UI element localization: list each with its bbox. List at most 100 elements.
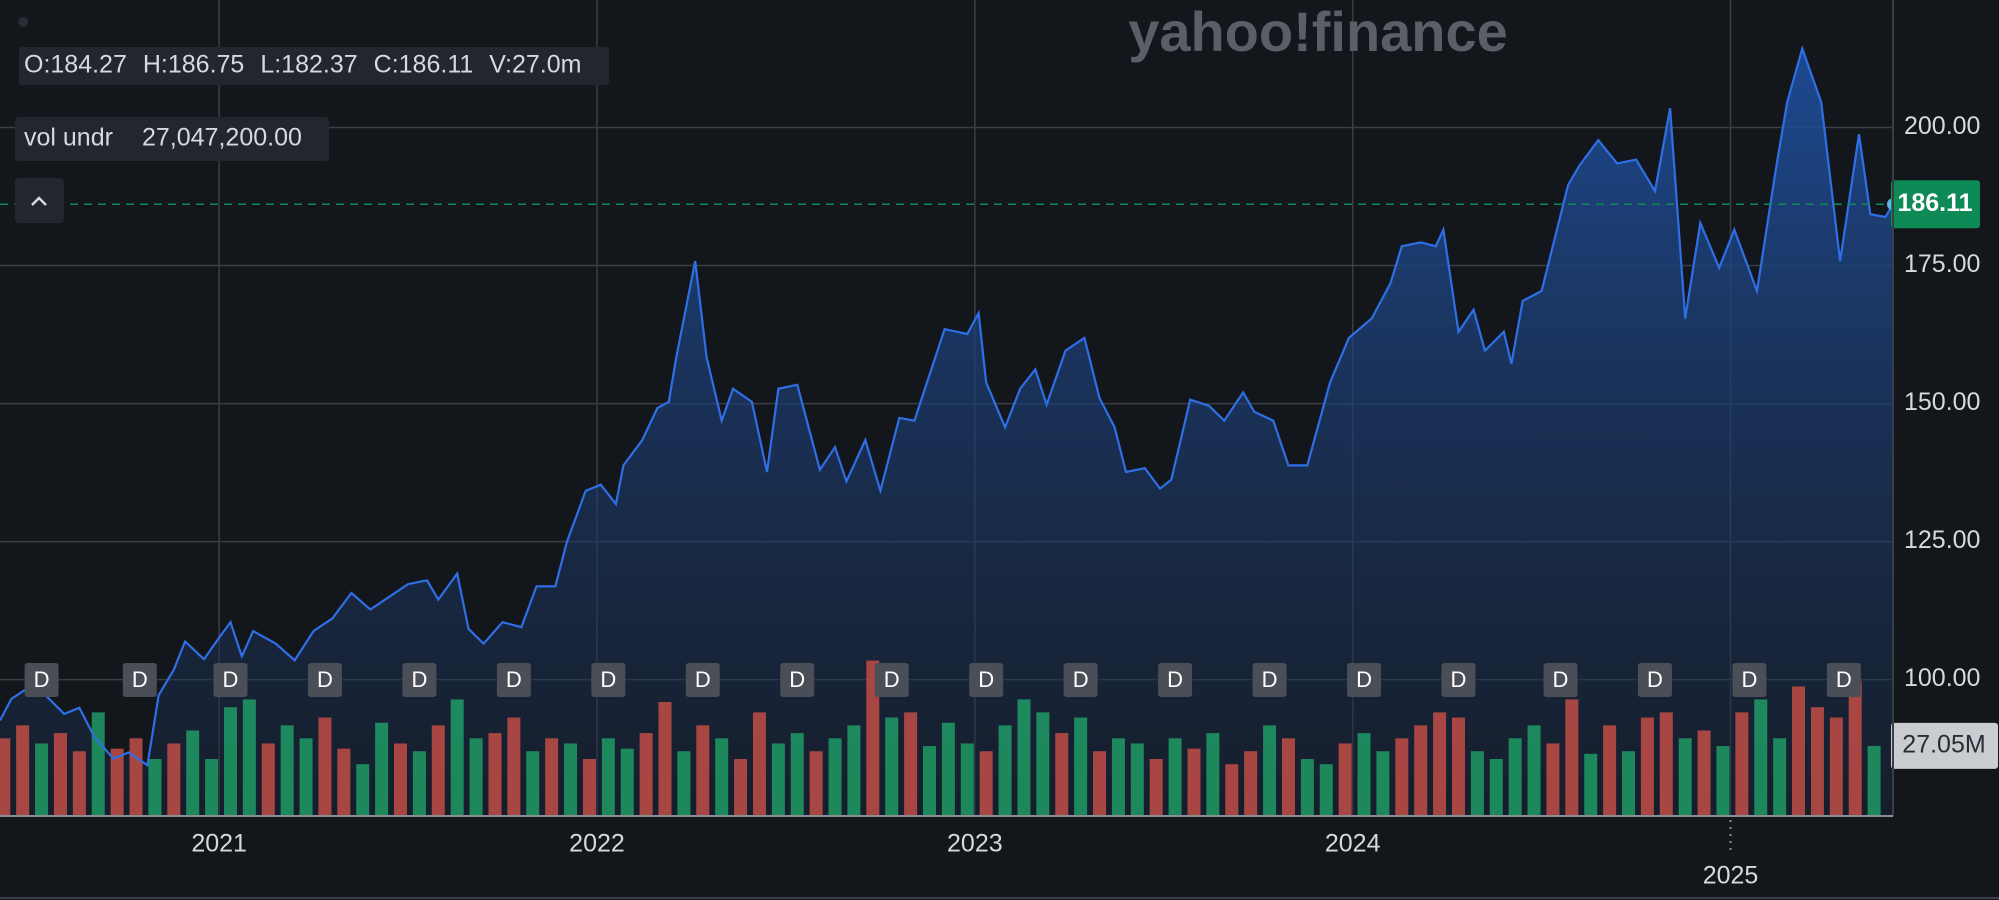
dividend-marker [1158,663,1193,697]
volume-bar [1848,681,1862,816]
dividend-label: D [132,667,148,692]
volume-bar [261,743,275,816]
volume-bar [1281,738,1295,816]
dividend-label: D [34,667,50,692]
volume-bar [0,738,11,816]
chevron-icon[interactable] [31,196,47,206]
volume-bar [1149,759,1163,816]
volume-bar [1036,712,1050,816]
y-tick-label: 150.00 [1904,388,1980,416]
dot [18,17,28,27]
dividend-marker [1637,663,1672,697]
dividend-marker [307,663,342,697]
indicator-box [15,117,329,161]
dividend-label: D [1451,667,1467,692]
y-tick-label: 125.00 [1904,526,1980,554]
dividend-label: D [884,667,900,692]
volume-bar [1225,764,1239,816]
volume-bar [564,743,578,816]
last-price-label: 186.11 [1897,189,1972,217]
volume-bar [960,743,974,816]
volume-bar [1093,751,1107,816]
volume-bar [1111,738,1125,816]
volume-bar [1678,738,1692,816]
volume-bar [1697,730,1711,816]
dividend-label: D [1073,667,1089,692]
dividend-marker [1252,663,1287,697]
volume-bar [488,733,502,816]
ohlc-value: H:186.75 [143,51,244,79]
volume-bar [752,712,766,816]
volume-bar [337,748,351,816]
volume-bar [639,733,653,816]
volume-bar [1603,725,1617,816]
volume-bar [1263,725,1277,816]
volume-bar [1867,745,1881,816]
volume-bar [1395,738,1409,816]
dividend-label: D [506,667,522,692]
volume-bar [696,725,710,816]
volume-bar [1716,746,1730,816]
volume-bar [828,738,842,816]
ohlc-value: V:27.0m [489,51,581,79]
dividend-marker [402,663,437,697]
volume-bar [129,738,143,816]
volume-bar [1414,725,1428,816]
volume-bar [998,725,1012,816]
indicator-value: 27,047,200.00 [142,124,302,152]
volume-bar [1565,699,1579,816]
y-tick-label: 100.00 [1904,664,1980,692]
volume-bar [356,764,370,816]
dividend-marker [1543,663,1578,697]
dividend-marker [874,663,909,697]
volume-bar [922,746,936,816]
dividend-marker [122,663,157,697]
volume-bar [847,725,861,816]
dividend-label: D [223,667,239,692]
volume-bar [469,738,483,816]
dividend-label: D [789,667,805,692]
dividend-marker [1063,663,1098,697]
volume-bar [771,743,785,816]
volume-bar [16,725,30,816]
volume-bar [677,751,691,816]
y-tick-label: 175.00 [1904,250,1980,278]
volume-bar [223,707,237,816]
dividend-label: D [1836,667,1852,692]
volume-bar [601,738,615,816]
volume-bar [450,699,464,816]
volume-bar [1055,733,1069,816]
volume-bar [1376,751,1390,816]
volume-bar [904,712,918,816]
dividend-label: D [1356,667,1372,692]
collapse-button-bg[interactable] [15,178,64,223]
volume-bar [1074,717,1088,816]
volume-bar [526,751,540,816]
dividend-marker [213,663,248,697]
volume-bar [979,751,993,816]
ohlc-value: L:182.37 [260,51,357,79]
price-area [0,48,1893,817]
volume-bar [186,730,200,816]
volume-bar [1338,743,1352,816]
collapse-button[interactable] [15,178,64,223]
dividend-label: D [1741,667,1757,692]
dividend-marker [969,663,1004,697]
volume-label: 27.05M [1902,731,1985,759]
volume-bar [620,748,634,816]
dividend-label: D [600,667,616,692]
y-tick-label: 200.00 [1904,112,1980,140]
volume-bar [715,738,729,816]
volume-bar [242,699,256,816]
volume-bar [1017,699,1031,816]
volume-bar [1735,712,1749,816]
volume-bar [431,725,445,816]
volume-bar [734,759,748,816]
ohlc-value: O:184.27 [24,51,127,79]
dividend-marker [1441,663,1476,697]
volume-bar [72,751,86,816]
volume-bar [507,717,521,816]
dividend-label: D [317,667,333,692]
volume-bar [1244,751,1258,816]
x-tick-label: 2025 [1703,862,1759,890]
